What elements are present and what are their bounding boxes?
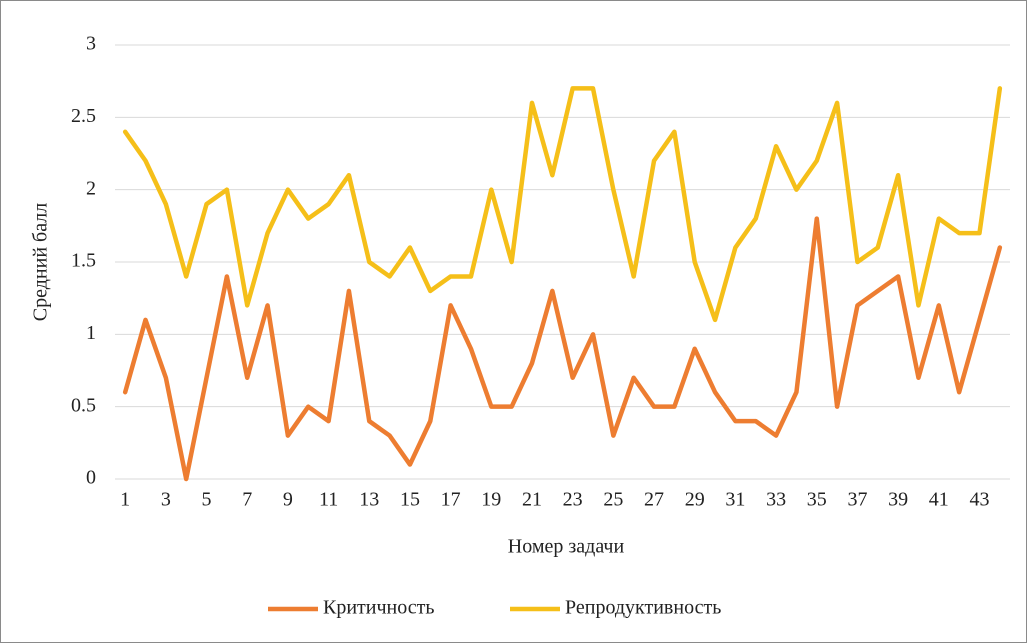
y-tick-label: 1.5	[71, 250, 96, 272]
y-tick-label: 2.5	[71, 105, 96, 127]
x-tick-label: 9	[283, 489, 293, 511]
x-tick-label: 19	[481, 489, 501, 511]
x-axis-title: Номер задачи	[508, 536, 625, 558]
x-tick-label: 37	[847, 489, 867, 511]
x-tick-label: 3	[161, 489, 171, 511]
x-tick-label: 35	[807, 489, 827, 511]
x-tick-label: 43	[969, 489, 989, 511]
x-tick-label: 33	[766, 489, 786, 511]
x-tick-label: 11	[319, 489, 338, 511]
y-tick-label: 1	[86, 322, 96, 344]
y-tick-label: 0.5	[71, 394, 96, 416]
x-tick-label: 23	[563, 489, 583, 511]
y-tick-label: 0	[86, 467, 96, 489]
x-tick-label: 15	[400, 489, 420, 511]
x-tick-label: 41	[929, 489, 949, 511]
y-tick-label: 3	[86, 33, 96, 55]
x-tick-label: 21	[522, 489, 542, 511]
y-axis-title: Средний балл	[30, 203, 52, 321]
legend-label: Репродуктивность	[565, 597, 721, 619]
x-tick-label: 31	[725, 489, 745, 511]
x-tick-label: 1	[120, 489, 130, 511]
x-tick-label: 17	[441, 489, 461, 511]
x-tick-label: 25	[603, 489, 623, 511]
x-tick-label: 7	[242, 489, 252, 511]
x-tick-label: 13	[359, 489, 379, 511]
y-tick-label: 2	[86, 177, 96, 199]
x-tick-label: 27	[644, 489, 664, 511]
x-tick-label: 5	[202, 489, 212, 511]
series-line	[122, 86, 1003, 323]
legend-label: Критичность	[323, 597, 434, 619]
x-tick-label: 29	[685, 489, 705, 511]
x-tick-label: 39	[888, 489, 908, 511]
series-line	[122, 216, 1003, 482]
